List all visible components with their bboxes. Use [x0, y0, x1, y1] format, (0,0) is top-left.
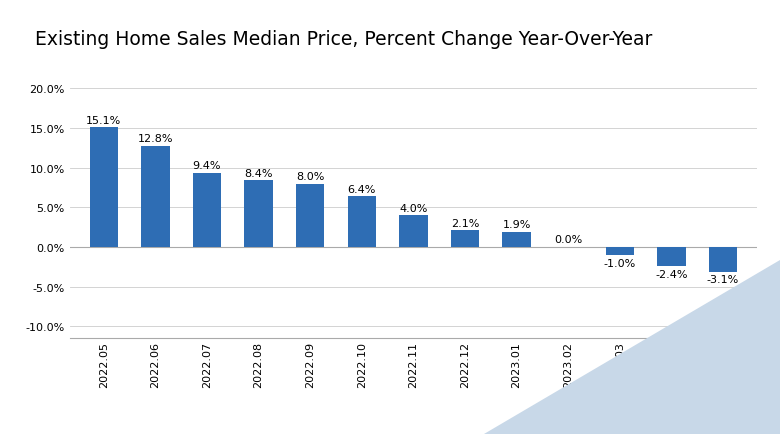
Text: -1.0%: -1.0%	[604, 258, 636, 268]
Bar	[141, 146, 169, 247]
Bar	[90, 128, 118, 247]
Text: 6.4%: 6.4%	[348, 184, 376, 194]
Text: REALTORS®: REALTORS®	[678, 401, 725, 407]
Text: 9.4%: 9.4%	[193, 161, 222, 171]
Text: 15.1%: 15.1%	[86, 115, 122, 125]
Text: -3.1%: -3.1%	[707, 275, 739, 285]
Bar	[399, 216, 427, 247]
Text: R: R	[632, 384, 642, 397]
Text: 12.8%: 12.8%	[137, 134, 173, 143]
Text: -2.4%: -2.4%	[655, 269, 688, 279]
Bar	[244, 181, 273, 247]
Text: 4.0%: 4.0%	[399, 203, 427, 213]
Text: 2.1%: 2.1%	[451, 218, 479, 228]
Bar	[502, 233, 531, 247]
Bar	[658, 247, 686, 266]
Bar	[451, 231, 479, 247]
Text: 0.0%: 0.0%	[554, 235, 583, 245]
Bar	[605, 247, 634, 256]
Bar	[619, 374, 655, 408]
Bar	[608, 369, 665, 412]
Bar	[296, 184, 324, 247]
Bar	[348, 197, 376, 247]
Bar	[709, 247, 737, 272]
Text: ASSOCIATION OF: ASSOCIATION OF	[678, 388, 744, 394]
Text: Existing Home Sales Median Price, Percent Change Year-Over-Year: Existing Home Sales Median Price, Percen…	[35, 30, 653, 49]
Text: NATIONAL: NATIONAL	[678, 374, 718, 380]
Bar	[193, 173, 222, 247]
Text: 8.0%: 8.0%	[296, 171, 324, 181]
Text: 1.9%: 1.9%	[502, 220, 531, 230]
Text: 8.4%: 8.4%	[244, 168, 273, 178]
